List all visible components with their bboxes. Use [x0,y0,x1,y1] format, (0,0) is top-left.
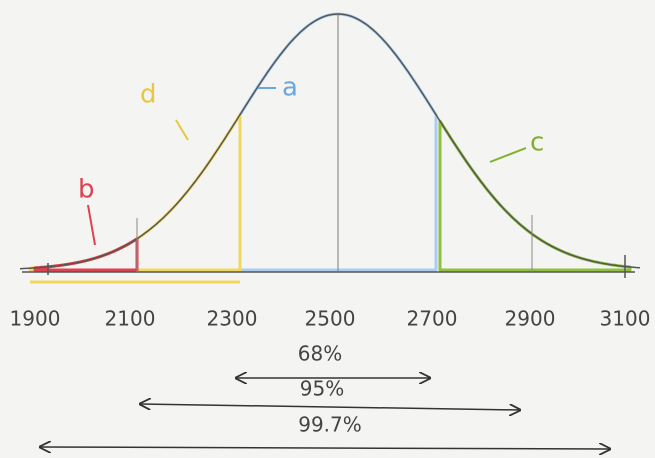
range-label: 68% [298,342,342,366]
range-label: 95% [300,377,344,401]
axis-label: 1900 [10,307,61,331]
axis-label: 3100 [600,307,651,331]
page: {"axis_labels": ["1900", "2100", "2300",… [0,0,655,458]
axis-label: 2700 [407,307,458,331]
diagram: a b c d 1900 2100 2300 2500 2700 2900 3100 68%… [0,0,655,458]
axis-label: 2100 [105,307,156,331]
axis-label: 2500 [305,307,356,331]
region-label: a [282,73,298,103]
axis-label: 2900 [505,307,556,331]
region-label: b [78,175,95,205]
region-label: d [140,80,157,110]
axis-labels: 1900 2100 2300 2500 2700 2900 3100 [10,307,651,331]
range-label: 99.7% [298,413,362,437]
region-label: c [530,128,544,158]
axis-label: 2300 [207,307,258,331]
